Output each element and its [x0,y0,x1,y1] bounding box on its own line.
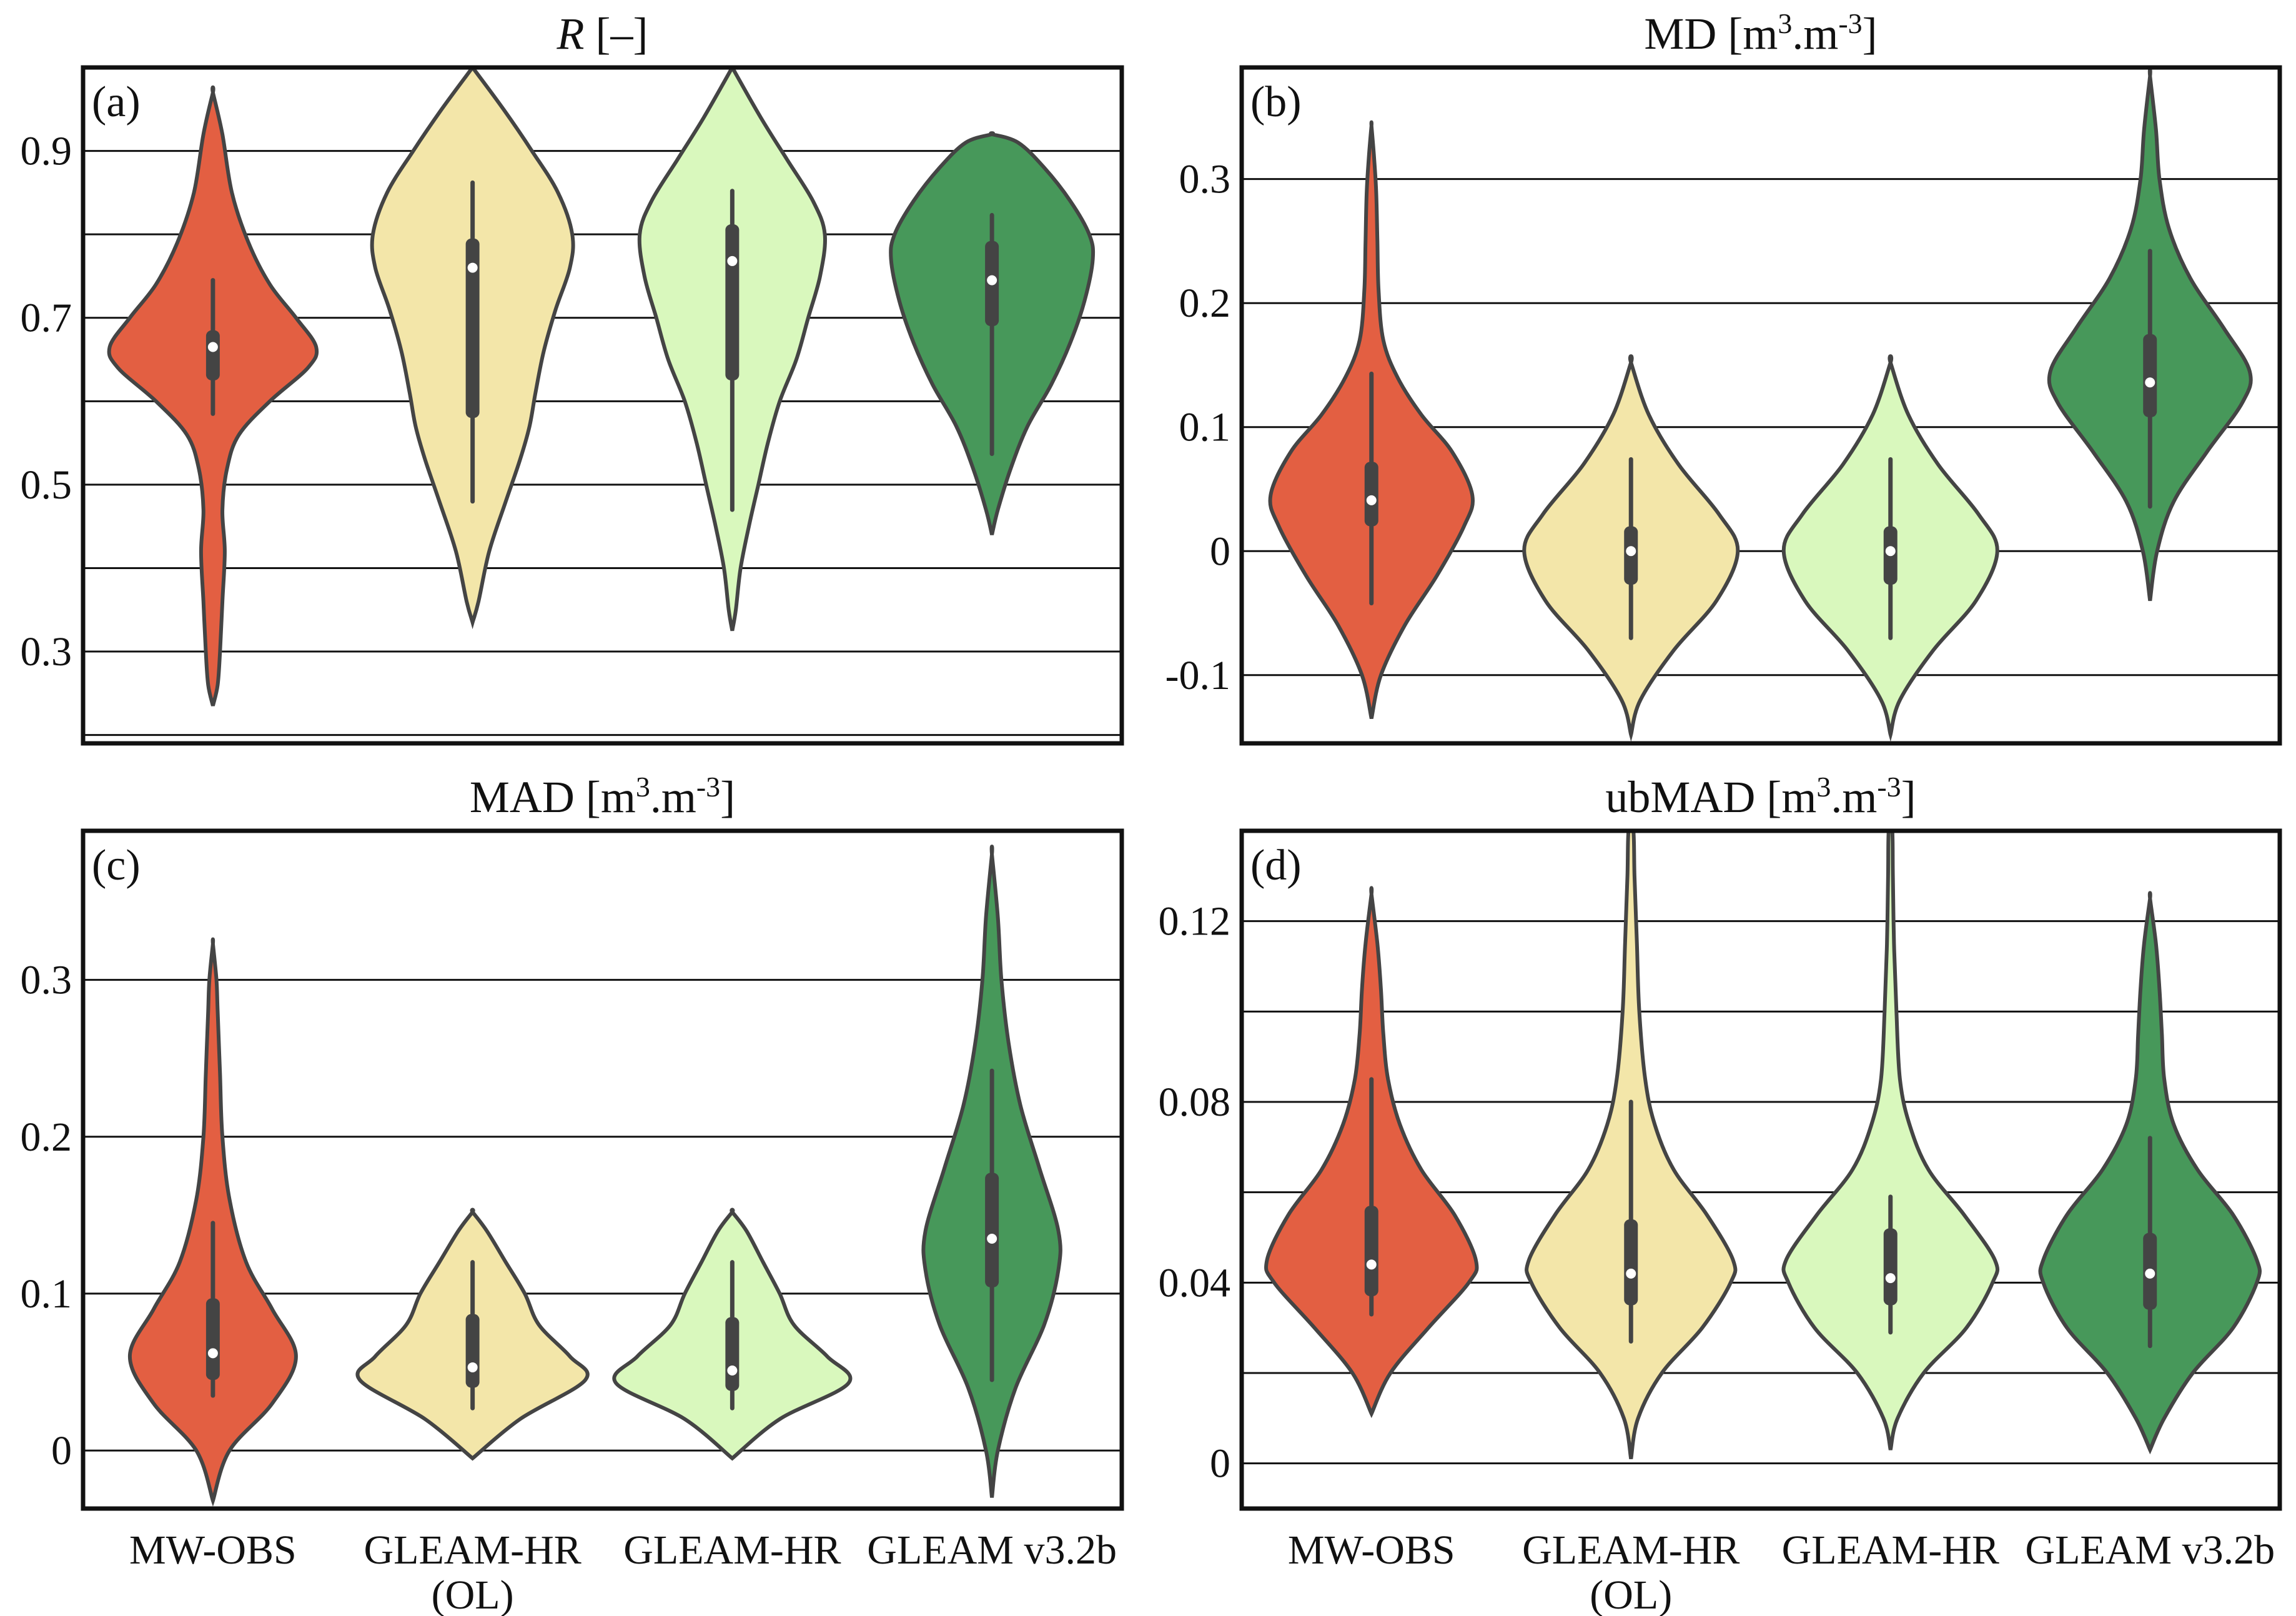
x-category-label-line2: (OL) [432,1572,514,1616]
axes-frame [1239,828,2282,1511]
iqr-box [1624,1219,1638,1306]
plot-area [107,67,1096,706]
iqr-box [465,238,480,419]
y-tick-label: 0.3 [1179,157,1231,202]
axes-frame [81,65,1124,746]
plot-area [1268,67,2253,742]
panel-label: (b) [1250,78,1302,126]
median-dot [987,1234,997,1244]
iqr-box [985,1172,999,1287]
panel-title: MAD [m3.m-3] [470,771,735,823]
plot-area [127,845,1062,1507]
median-dot [2145,1268,2155,1279]
x-category-label: GLEAM-HR [623,1527,841,1573]
y-tick-label: 0.7 [21,295,72,341]
y-tick-label: 0 [1210,528,1230,574]
panel-d: 0 0.04 0.08 0.12 (d) ubMAD [m3.m-3] MW-OBS GLEA… [1159,771,2282,1616]
median-dot [727,255,738,266]
median-dot [1366,1259,1377,1270]
y-tick-label: 0 [51,1428,72,1474]
median-dot [1885,546,1896,557]
panel-title: R [–] [557,9,648,59]
axes-frame [1239,65,2282,746]
plot-area [1264,831,2262,1459]
axes-frame [81,828,1124,1511]
x-category-label: GLEAM-HR [364,1527,581,1573]
panel-label: (d) [1250,841,1302,890]
median-dot [207,1348,218,1359]
y-tick-label: 0.1 [21,1271,72,1317]
y-tick-label: 0 [1210,1441,1230,1487]
y-tick-label: 0.2 [1179,280,1231,326]
panel-c: 00.10.20.3(c)MAD [m3.m-3]MW-OBS GLEAM-HR(… [21,771,1124,1616]
y-tick-label: 0.12 [1159,899,1231,944]
y-tick-label: -0.1 [1165,653,1230,698]
median-dot [467,1362,478,1372]
x-category-label: GLEAM v3.2b [2025,1527,2275,1573]
x-category-label: GLEAM-HR [1522,1527,1739,1573]
iqr-box [1364,1206,1378,1297]
median-dot [467,262,478,273]
panel-title: ubMAD [m3.m-3] [1605,771,1916,823]
median-dot [1626,546,1636,557]
median-dot [1626,1268,1636,1279]
median-dot [727,1365,738,1376]
y-tick-label: 0.04 [1159,1260,1231,1306]
median-dot [1366,495,1377,505]
median-dot [987,275,997,285]
iqr-box [205,1298,220,1381]
median-dot [207,342,218,352]
y-tick-label: 0.1 [1179,405,1231,450]
median-dot [2145,377,2155,388]
violin-gleam-hr [1781,831,2000,1450]
y-tick-label: 0.3 [21,958,72,1003]
panel-a: 0.3 0.5 0.7 0.9 (a) R [–] [21,9,1124,746]
x-category-label-line2: (OL) [1590,1572,1672,1616]
iqr-box [465,1314,480,1388]
panel-title: MD [m3.m-3] [1644,7,1877,59]
x-category-label: MW-OBS [1288,1527,1455,1573]
iqr-box [725,1317,740,1391]
panel-label: (a) [92,78,141,126]
y-tick-label: 0.08 [1159,1079,1231,1125]
y-tick-label: 0.2 [21,1114,72,1160]
median-dot [1885,1273,1896,1284]
x-category-label: MW-OBS [129,1527,297,1573]
panel-label: (c) [92,841,141,890]
iqr-box [205,330,220,380]
y-tick-label: 0.3 [21,629,72,675]
iqr-box [725,224,740,380]
y-tick-label: 0.5 [21,462,72,508]
y-tick-label: 0.9 [21,129,72,174]
iqr-box [1883,1228,1898,1306]
panel-b: -0.1 0 0.1 0.2 0.3 (b) MD [m3.m-3] [1165,7,2282,746]
x-category-label: GLEAM-HR [1782,1527,1999,1573]
iqr-box [1364,462,1378,527]
x-category-label: GLEAM v3.2b [867,1527,1117,1573]
violin-mw-obs [127,937,298,1507]
iqr-box [2143,334,2157,417]
